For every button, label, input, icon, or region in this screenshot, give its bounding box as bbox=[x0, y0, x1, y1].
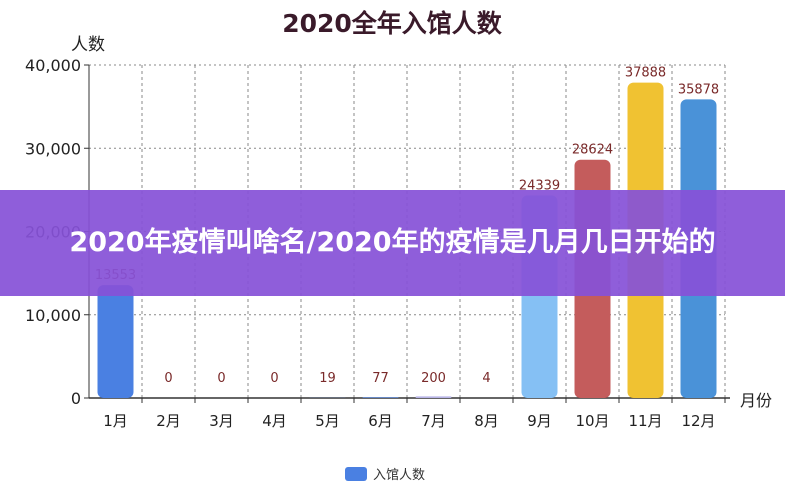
x-tick-label: 6月 bbox=[368, 412, 393, 430]
bar-6 bbox=[362, 397, 399, 398]
data-label: 0 bbox=[270, 371, 278, 386]
data-label: 4 bbox=[482, 371, 490, 386]
y-tick-label: 30,000 bbox=[25, 139, 81, 158]
x-tick-label: 3月 bbox=[209, 412, 234, 430]
y-tick-label: 10,000 bbox=[25, 306, 81, 325]
x-tick-label: 11月 bbox=[628, 412, 662, 430]
x-tick-label: 9月 bbox=[527, 412, 552, 430]
bar-7 bbox=[415, 396, 452, 398]
data-label: 37888 bbox=[625, 66, 666, 81]
chart-title: 2020全年入馆人数 bbox=[282, 9, 503, 38]
legend-swatch[interactable] bbox=[345, 467, 367, 481]
y-tick-label: 40,000 bbox=[25, 56, 81, 75]
data-label: 0 bbox=[164, 371, 172, 386]
bar-1 bbox=[97, 285, 134, 398]
y-axis-label: 人数 bbox=[71, 35, 105, 55]
data-label: 28624 bbox=[572, 143, 613, 158]
x-tick-label: 5月 bbox=[315, 412, 340, 430]
overlay-banner: 2020年疫情叫啥名/2020年的疫情是几月几日开始的 bbox=[0, 190, 785, 296]
x-tick-label: 8月 bbox=[474, 412, 499, 430]
data-label: 19 bbox=[319, 371, 336, 386]
x-tick-label: 1月 bbox=[103, 412, 128, 430]
legend-label[interactable]: 入馆人数 bbox=[373, 468, 425, 483]
data-label: 35878 bbox=[678, 82, 719, 97]
x-axis-label: 月份 bbox=[740, 391, 772, 410]
x-tick-label: 10月 bbox=[575, 412, 609, 430]
data-label: 24339 bbox=[519, 178, 560, 193]
y-tick-label: 0 bbox=[71, 389, 81, 408]
x-tick-label: 12月 bbox=[681, 412, 715, 430]
data-label: 0 bbox=[217, 371, 225, 386]
data-label: 200 bbox=[421, 371, 446, 386]
x-tick-label: 7月 bbox=[421, 412, 446, 430]
data-label: 77 bbox=[372, 371, 389, 386]
x-tick-label: 2月 bbox=[156, 412, 181, 430]
banner-text: 2020年疫情叫啥名/2020年的疫情是几月几日开始的 bbox=[69, 227, 716, 258]
x-tick-label: 4月 bbox=[262, 412, 287, 430]
